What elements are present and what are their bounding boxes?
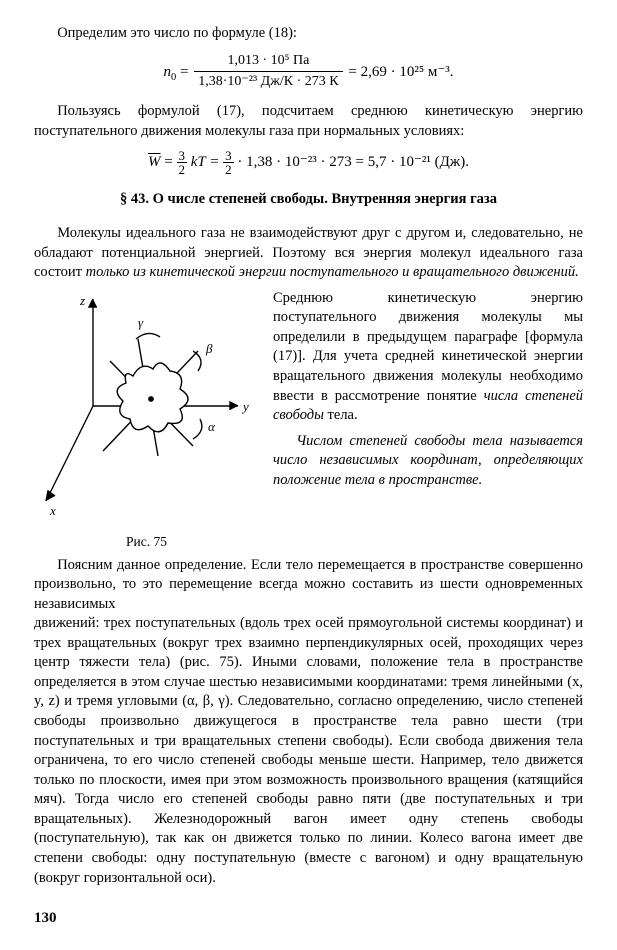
svg-text:β: β [205, 341, 213, 356]
intro-line: Определим это число по формуле (18): [34, 24, 583, 44]
svg-text:y: y [241, 399, 249, 414]
svg-text:z: z [79, 293, 85, 308]
svg-text:α: α [208, 419, 216, 434]
figure-caption: Рис. 75 [34, 533, 259, 551]
section-title: § 43. О числе степеней свободы. Внутренн… [34, 190, 583, 210]
svg-text:γ: γ [138, 315, 144, 330]
p5-start: Поясним данное определение. Если тело пе… [34, 556, 583, 615]
formula-n0: n0 = 1,013 · 10⁵ Па 1,38·10⁻²³ Дж/К · 27… [34, 52, 583, 93]
svg-text:x: x [49, 503, 56, 518]
italic-fragment-1: только из кинетической энергии поступате… [86, 264, 579, 280]
figure-75: y z x γ β α [34, 291, 259, 552]
para-2: Пользуясь формулой (17), подсчитаем сред… [34, 102, 583, 141]
para-3-top: Молекулы идеального газа не взаимодейств… [34, 224, 583, 283]
formula-W: W = 32 kT = 32 · 1,38 · 10⁻²³ · 273 = 5,… [34, 149, 583, 176]
page-number: 130 [34, 908, 583, 928]
para-5-body: движений: трех поступательных (вдоль тре… [34, 614, 583, 888]
